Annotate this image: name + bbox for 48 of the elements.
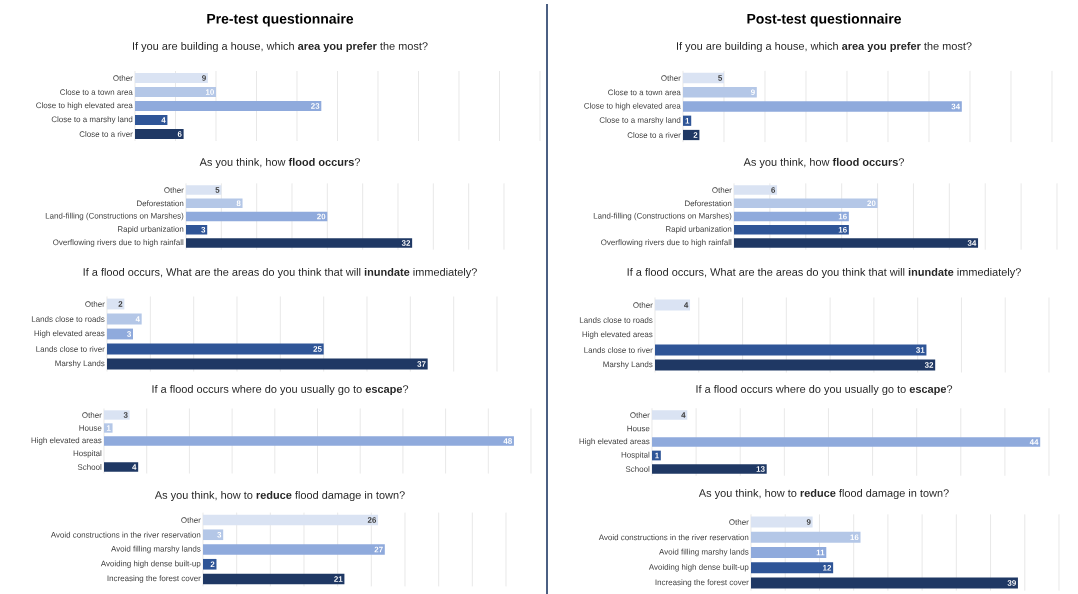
bar <box>203 573 345 585</box>
bar <box>203 514 379 526</box>
bar <box>203 544 385 555</box>
bar <box>751 547 827 558</box>
bar <box>652 410 688 420</box>
chart-title: If a flood occurs where do you usually go to escape? <box>696 384 953 396</box>
bar <box>135 86 217 98</box>
bar <box>135 128 184 140</box>
bar <box>203 558 217 570</box>
bar <box>107 358 428 370</box>
bar <box>104 410 130 420</box>
bar <box>186 198 243 209</box>
chart-title: As you think, how flood occurs? <box>199 157 361 169</box>
text: Pre-test questionnaire <box>207 13 354 27</box>
bar <box>135 72 208 84</box>
chart-title: As you think, how flood occurs? <box>743 157 904 169</box>
chart-title: If a flood occurs where do you usually go to escape? <box>152 384 409 396</box>
bar <box>107 313 142 325</box>
bar <box>186 211 328 222</box>
bar <box>104 436 514 446</box>
bar <box>203 529 224 541</box>
bar <box>734 198 878 209</box>
bar <box>135 114 168 126</box>
bar <box>683 87 757 98</box>
bar <box>734 224 849 235</box>
bar <box>751 531 861 543</box>
bar <box>104 462 139 472</box>
bar <box>135 100 322 112</box>
bar <box>734 211 849 222</box>
bar <box>683 101 962 112</box>
bar <box>186 224 208 235</box>
bar <box>683 72 725 84</box>
bar <box>734 238 979 248</box>
chart-title: If a flood occurs, What are the areas do you think that will inundate immediately? <box>627 267 1021 279</box>
bar <box>107 343 324 355</box>
text: Post-test questionnaire <box>747 13 902 27</box>
bar <box>652 464 767 474</box>
bar <box>652 437 1041 447</box>
chart-title: If you are building a house, which area you prefer the most? <box>132 41 428 53</box>
chart-title: As you think, how to reduce flood damage in town? <box>154 490 405 502</box>
chart-title: If you are building a house, which area you prefer the most? <box>676 41 972 53</box>
bar <box>734 185 778 195</box>
bar <box>751 577 1018 589</box>
bar <box>186 238 413 248</box>
bar <box>186 185 222 195</box>
chart-title: As you think, how to reduce flood damage in town? <box>698 488 949 500</box>
bar <box>751 562 834 574</box>
chart-title: If a flood occurs, What are the areas do you think that will inundate immediately? <box>83 267 477 279</box>
